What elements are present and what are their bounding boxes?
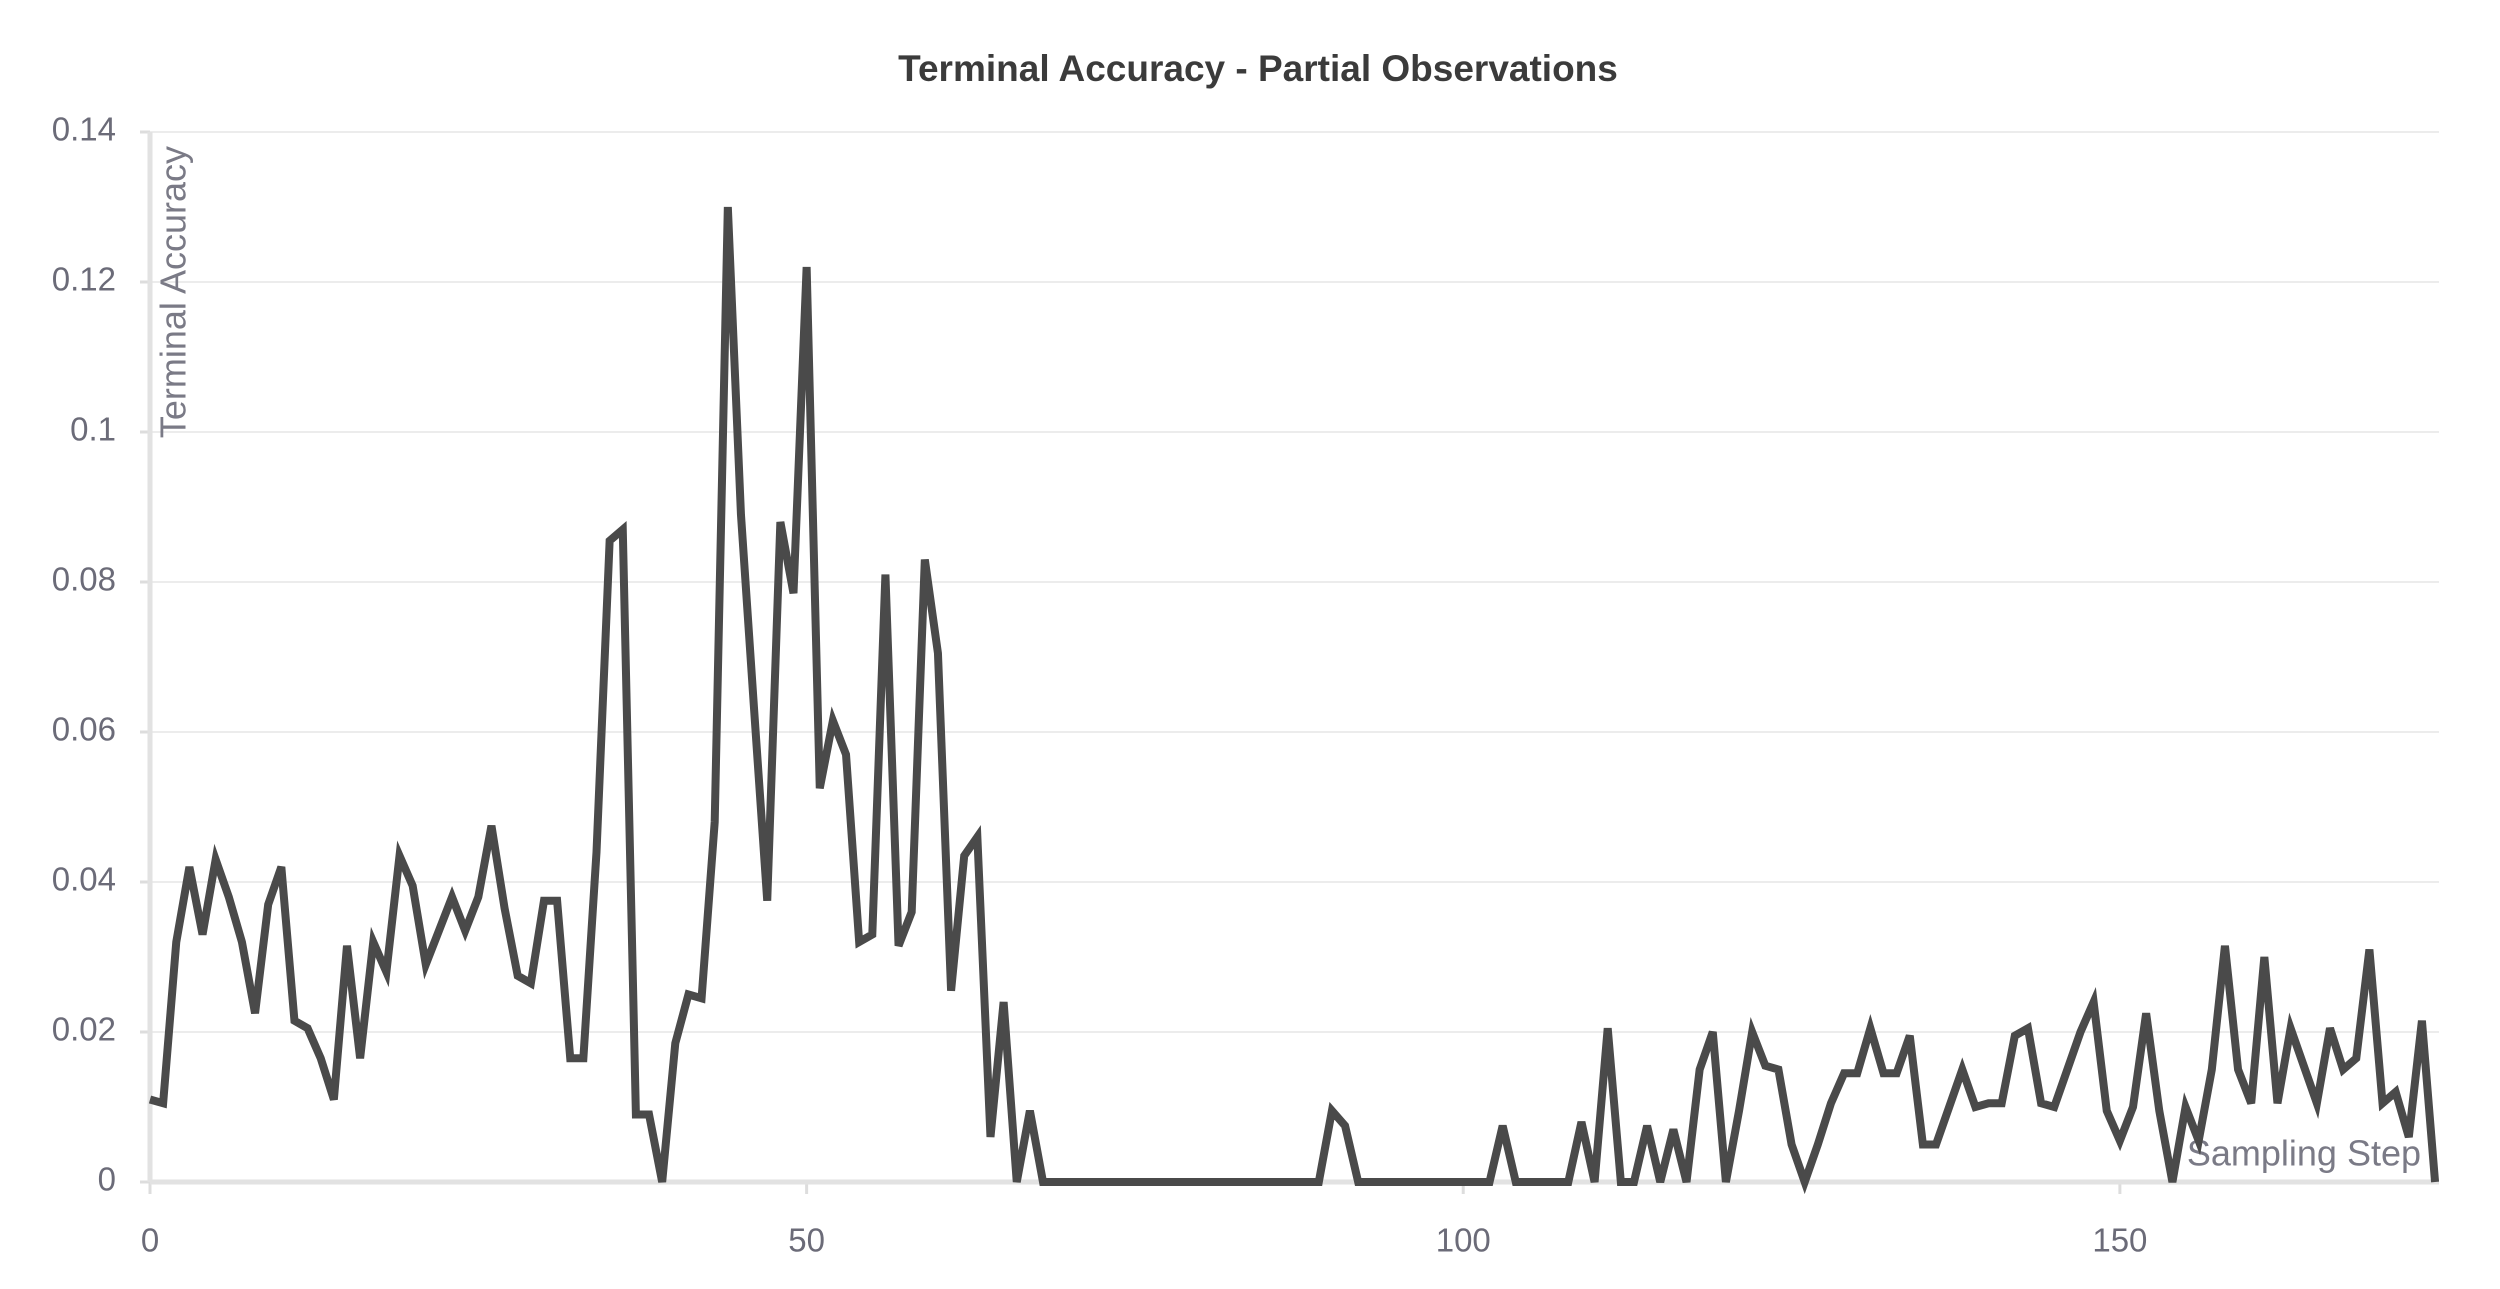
y-tick-label: 0.06 xyxy=(52,711,116,748)
x-tick-label: 50 xyxy=(788,1222,825,1259)
chart-title: Terminal Accuracy - Partial Observations xyxy=(898,48,1618,89)
y-tick-label: 0 xyxy=(98,1161,116,1198)
y-axis-label: Terminal Accuracy xyxy=(153,146,194,438)
y-tick-label: 0.02 xyxy=(52,1011,116,1048)
y-tick-label: 0.04 xyxy=(52,861,116,898)
y-tick-label: 0.14 xyxy=(52,111,116,148)
y-tick-label: 0.1 xyxy=(70,411,116,448)
x-tick-label: 0 xyxy=(141,1222,159,1259)
data-line xyxy=(148,206,2440,1195)
y-tick-label: 0.12 xyxy=(52,261,116,298)
x-tick-label: 150 xyxy=(2092,1222,2147,1259)
y-tick-label: 0.08 xyxy=(52,561,116,598)
x-axis-label: Sampling Step xyxy=(2187,1133,2421,1174)
x-tick-label: 100 xyxy=(1436,1222,1491,1259)
